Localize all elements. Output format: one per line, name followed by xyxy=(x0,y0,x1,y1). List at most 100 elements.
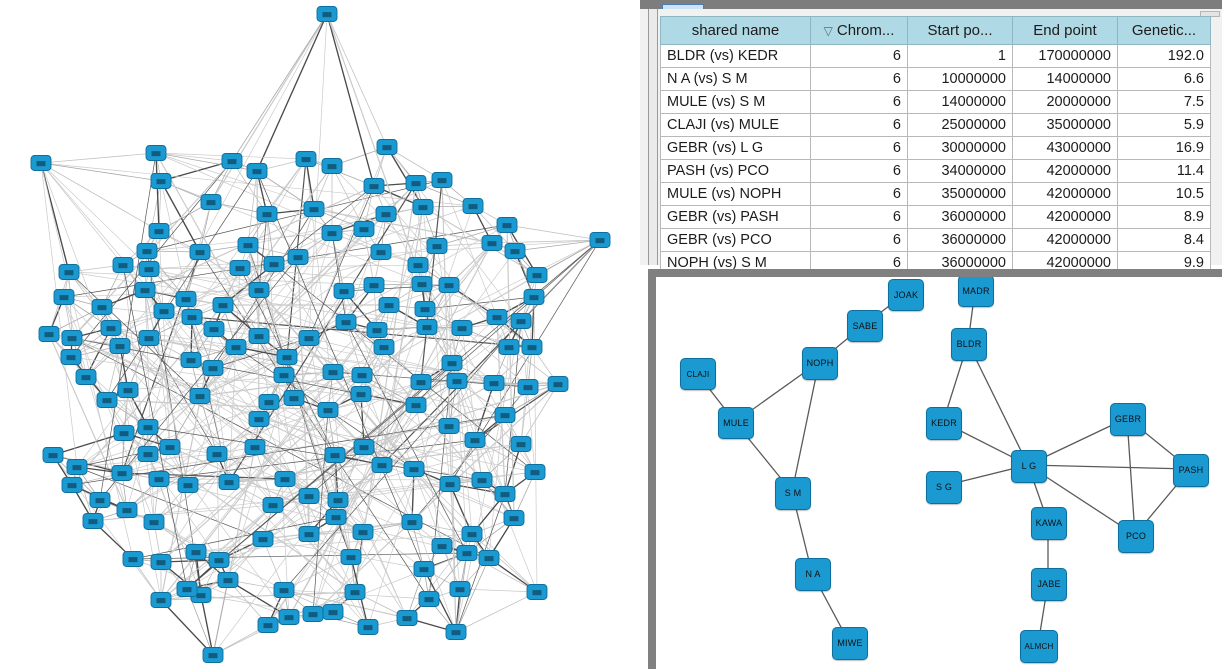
main-network-node[interactable] xyxy=(61,477,83,493)
main-network-node[interactable] xyxy=(526,267,548,283)
sub-network-node-miwe[interactable]: MIWE xyxy=(832,626,868,660)
main-network-node[interactable] xyxy=(159,439,181,455)
table-row[interactable]: BLDR (vs) KEDR 6 1 170000000 192.0 xyxy=(660,44,1211,68)
main-network-node[interactable] xyxy=(244,439,266,455)
sub-network-node-na[interactable]: N A xyxy=(795,557,831,591)
main-network-node[interactable] xyxy=(122,551,144,567)
main-network-node[interactable] xyxy=(370,244,392,260)
main-network-node[interactable] xyxy=(298,330,320,346)
main-network-node[interactable] xyxy=(478,550,500,566)
main-network-node[interactable] xyxy=(248,282,270,298)
main-network-node[interactable] xyxy=(325,509,347,525)
main-network-node[interactable] xyxy=(145,145,167,161)
main-network-node[interactable] xyxy=(322,604,344,620)
table-row[interactable]: GEBR (vs) PCO 6 36000000 42000000 8.4 xyxy=(660,228,1211,252)
main-network-node[interactable] xyxy=(498,339,520,355)
main-network-node[interactable] xyxy=(175,291,197,307)
main-network-node[interactable] xyxy=(30,155,52,171)
sub-network-node-kedr[interactable]: KEDR xyxy=(926,406,962,440)
main-network-node[interactable] xyxy=(177,477,199,493)
main-network-node[interactable] xyxy=(524,464,546,480)
main-network-node[interactable] xyxy=(456,545,478,561)
main-network-node[interactable] xyxy=(113,425,135,441)
main-network-view[interactable]: ███ ███ ███ ███ ███ ███ ███ ███ ███ ███ ███ ███ ███ █… xyxy=(0,0,640,669)
main-network-node[interactable] xyxy=(203,321,225,337)
main-network-node[interactable] xyxy=(100,320,122,336)
main-network-node[interactable] xyxy=(273,367,295,383)
main-network-node[interactable] xyxy=(176,581,198,597)
main-network-node[interactable] xyxy=(96,392,118,408)
main-network-node[interactable] xyxy=(53,289,75,305)
sub-network-node-claji[interactable]: CLAJI xyxy=(680,358,716,390)
main-network-node[interactable] xyxy=(138,330,160,346)
main-network-node[interactable] xyxy=(441,355,463,371)
sub-network-node-noph[interactable]: NOPH xyxy=(802,346,838,380)
main-network-node[interactable] xyxy=(143,514,165,530)
main-network-node[interactable] xyxy=(82,513,104,529)
main-network-node[interactable] xyxy=(483,375,505,391)
main-network-node[interactable] xyxy=(344,584,366,600)
main-network-node[interactable] xyxy=(366,322,388,338)
main-network-node[interactable] xyxy=(350,386,372,402)
main-network-node[interactable] xyxy=(411,276,433,292)
sub-network-edge[interactable] xyxy=(1027,464,1191,470)
main-network-node[interactable] xyxy=(295,151,317,167)
main-network-node[interactable] xyxy=(405,397,427,413)
main-network-node[interactable] xyxy=(405,175,427,191)
main-network-node[interactable] xyxy=(287,249,309,265)
main-network-node[interactable] xyxy=(58,264,80,280)
main-network-node[interactable] xyxy=(153,303,175,319)
main-network-node[interactable] xyxy=(324,447,346,463)
main-network-node[interactable] xyxy=(510,313,532,329)
main-network-node[interactable] xyxy=(218,474,240,490)
main-network-node[interactable] xyxy=(200,194,222,210)
main-network-node[interactable] xyxy=(61,330,83,346)
main-network-node[interactable] xyxy=(217,572,239,588)
main-network-node[interactable] xyxy=(403,461,425,477)
main-network-node[interactable] xyxy=(471,472,493,488)
table-row[interactable]: PASH (vs) PCO 6 34000000 42000000 11.4 xyxy=(660,159,1211,183)
main-network-node[interactable] xyxy=(212,297,234,313)
sub-network-canvas[interactable]: CLAJI MULE NOPH SABE JOAK S M N A MIWE MADR BLDR K… xyxy=(656,277,1222,669)
main-network-node[interactable] xyxy=(91,299,113,315)
main-network-node[interactable] xyxy=(256,206,278,222)
main-network-node[interactable] xyxy=(221,153,243,169)
main-network-node[interactable] xyxy=(376,139,398,155)
main-network-node[interactable] xyxy=(523,289,545,305)
main-network-node[interactable] xyxy=(208,552,230,568)
sub-network-node-joak[interactable]: JOAK xyxy=(888,279,924,311)
main-network-node[interactable] xyxy=(414,301,436,317)
main-network-node[interactable] xyxy=(262,497,284,513)
main-network-node[interactable] xyxy=(461,526,483,542)
main-network-node[interactable] xyxy=(371,457,393,473)
sub-network-node-sabe[interactable]: SABE xyxy=(847,310,883,342)
main-network-node[interactable] xyxy=(109,338,131,354)
main-network-node[interactable] xyxy=(274,471,296,487)
main-network-node[interactable] xyxy=(517,379,539,395)
main-network-node[interactable] xyxy=(117,382,139,398)
main-network-node[interactable] xyxy=(378,297,400,313)
sub-network-node-kawa[interactable]: KAWA xyxy=(1031,506,1067,540)
main-network-node[interactable] xyxy=(439,476,461,492)
table-row[interactable]: MULE (vs) NOPH 6 35000000 42000000 10.5 xyxy=(660,182,1211,206)
main-network-nodes[interactable]: ███ ███ ███ ███ ███ ███ ███ ███ ███ ███ ███ ███ ███ █… xyxy=(30,6,611,663)
main-network-node[interactable] xyxy=(333,283,355,299)
main-network-node[interactable] xyxy=(373,339,395,355)
main-network-node[interactable] xyxy=(340,549,362,565)
main-network-node[interactable] xyxy=(431,172,453,188)
main-network-node[interactable] xyxy=(185,544,207,560)
main-network-node[interactable] xyxy=(246,163,268,179)
sub-network-node-gebr[interactable]: GEBR xyxy=(1110,402,1146,436)
main-network-node[interactable] xyxy=(357,619,379,635)
sub-network-panel[interactable]: CLAJI MULE NOPH SABE JOAK S M N A MIWE MADR BLDR K… xyxy=(648,269,1222,669)
sub-network-node-sg[interactable]: S G xyxy=(926,470,962,504)
main-network-node[interactable] xyxy=(134,282,156,298)
main-network-node[interactable] xyxy=(351,367,373,383)
sub-network-edge[interactable] xyxy=(791,361,820,493)
main-network-node[interactable] xyxy=(180,352,202,368)
table-row[interactable]: GEBR (vs) PASH 6 36000000 42000000 8.9 xyxy=(660,205,1211,229)
main-network-node[interactable] xyxy=(401,514,423,530)
main-network-node[interactable] xyxy=(352,524,374,540)
main-network-node[interactable] xyxy=(438,277,460,293)
tab-stub[interactable] xyxy=(662,4,704,11)
